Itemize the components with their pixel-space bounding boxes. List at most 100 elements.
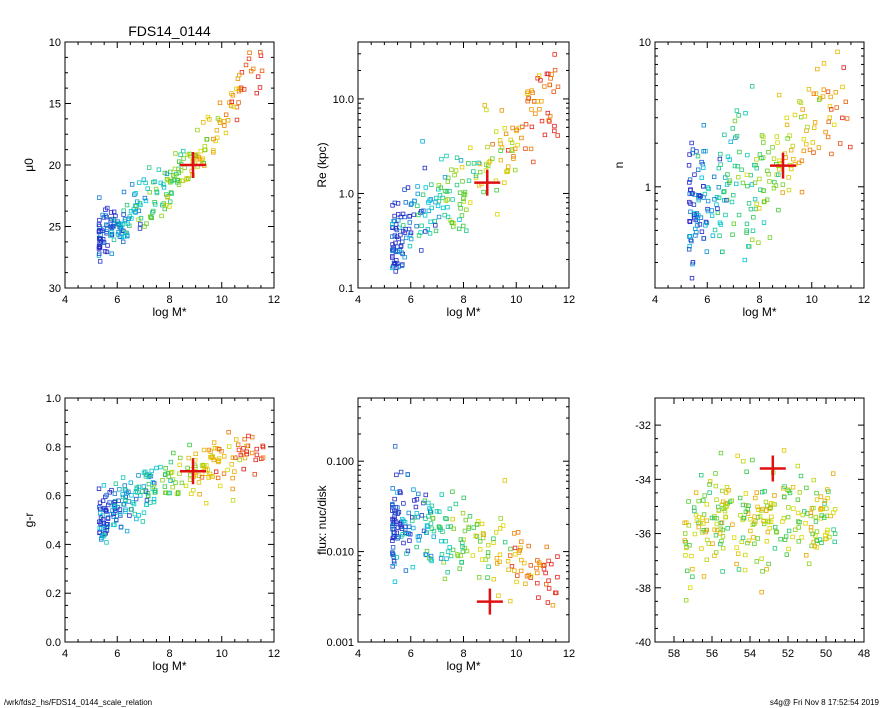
data-point xyxy=(169,469,175,475)
data-point xyxy=(752,514,757,519)
data-point xyxy=(96,519,102,525)
data-point xyxy=(403,568,409,573)
plot-frame xyxy=(64,41,275,289)
data-point xyxy=(696,524,701,530)
data-point xyxy=(390,545,396,550)
data-point xyxy=(538,78,543,83)
data-point xyxy=(817,97,822,102)
data-point xyxy=(739,167,744,172)
data-point xyxy=(829,151,834,157)
data-point xyxy=(543,570,548,576)
data-point xyxy=(143,198,149,204)
data-point xyxy=(728,139,733,144)
data-point xyxy=(732,118,738,124)
data-point xyxy=(754,157,759,162)
data-point xyxy=(552,123,557,129)
data-point xyxy=(117,234,123,239)
data-point xyxy=(741,516,746,521)
data-point xyxy=(432,218,437,224)
data-point xyxy=(423,516,428,521)
data-point xyxy=(151,496,157,502)
data-point xyxy=(398,214,403,220)
data-point xyxy=(400,211,406,217)
data-point xyxy=(791,156,796,162)
scatter-points xyxy=(390,52,561,274)
data-point xyxy=(412,515,418,520)
data-point xyxy=(215,458,221,463)
panel-2: 4 6 8 10 12 0.1 1.0 10.0 log M* Re (kpc) xyxy=(315,41,575,319)
data-point xyxy=(695,153,701,159)
data-point xyxy=(232,469,237,474)
data-point xyxy=(782,494,787,500)
data-point xyxy=(502,180,507,185)
x-tick-label: 50 xyxy=(820,648,832,660)
data-point xyxy=(468,145,473,150)
data-point xyxy=(150,210,155,215)
data-point xyxy=(230,498,236,503)
data-point xyxy=(764,567,769,572)
data-point xyxy=(699,473,704,478)
data-point xyxy=(403,528,408,533)
data-point xyxy=(491,536,496,541)
data-point xyxy=(464,207,469,212)
data-point xyxy=(756,507,761,512)
y-tick-label: 10 xyxy=(639,37,651,49)
y-axis-label: n xyxy=(612,162,626,169)
data-point xyxy=(714,521,719,527)
data-point xyxy=(428,219,433,225)
data-point xyxy=(701,184,706,189)
data-point xyxy=(146,481,152,487)
data-point xyxy=(411,525,416,531)
data-point xyxy=(390,247,395,252)
y-tick-label: 10 xyxy=(49,37,61,49)
y-tick-label: 20 xyxy=(49,160,61,172)
data-point xyxy=(172,166,178,172)
data-point xyxy=(689,553,694,559)
data-point xyxy=(394,234,400,240)
x-tick-label: 56 xyxy=(706,648,718,660)
data-point xyxy=(252,472,257,477)
data-point xyxy=(831,527,836,532)
data-point xyxy=(163,472,168,477)
data-point xyxy=(481,189,486,195)
data-point xyxy=(173,480,178,485)
data-point xyxy=(177,471,182,476)
data-point xyxy=(231,104,236,109)
data-point xyxy=(134,516,139,522)
data-point xyxy=(163,490,168,495)
data-point xyxy=(773,529,779,534)
data-point xyxy=(170,484,175,490)
data-point xyxy=(158,464,163,470)
data-point xyxy=(120,492,125,497)
data-point xyxy=(750,84,755,89)
data-point xyxy=(103,207,108,212)
data-point xyxy=(146,165,152,170)
data-point xyxy=(770,502,776,507)
y-tick-label: 0.6 xyxy=(46,491,61,503)
x-tick-label: 6 xyxy=(408,294,414,306)
galaxy-marker xyxy=(759,455,786,482)
plot-frame xyxy=(654,41,865,289)
data-point xyxy=(772,546,778,551)
data-point xyxy=(745,152,750,158)
data-point xyxy=(815,66,820,72)
data-point xyxy=(830,471,836,476)
data-point xyxy=(715,206,720,211)
data-point xyxy=(124,202,130,208)
panel-1: 4 6 8 10 12 10 15 20 25 30 log M* μ0 FDS14_0144 xyxy=(22,23,280,319)
data-point xyxy=(96,486,102,491)
data-point xyxy=(474,522,480,527)
data-point xyxy=(413,504,419,510)
data-point xyxy=(107,490,112,495)
data-point xyxy=(754,201,759,207)
data-point xyxy=(136,513,141,518)
data-point xyxy=(447,545,452,550)
data-point xyxy=(724,182,730,187)
data-point xyxy=(101,226,106,231)
data-point xyxy=(814,545,820,550)
data-point xyxy=(545,71,551,77)
data-point xyxy=(147,190,152,195)
data-point xyxy=(796,525,801,530)
x-tick-label: 48 xyxy=(858,648,870,660)
data-point xyxy=(697,222,703,227)
